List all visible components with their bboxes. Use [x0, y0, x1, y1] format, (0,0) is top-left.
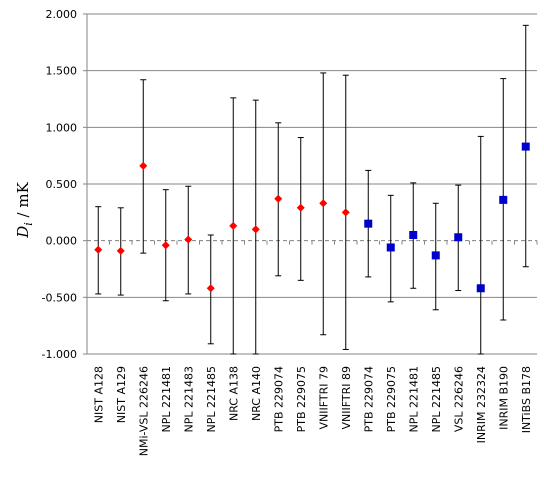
- data-point-square: [431, 251, 440, 260]
- category-label: NPL 221481: [160, 366, 173, 432]
- axes: [83, 13, 538, 355]
- data-point-diamond: [94, 245, 103, 254]
- data-point-square: [499, 195, 508, 204]
- y-tick-label: -1.000: [42, 348, 77, 361]
- y-axis-title-sub: i: [22, 222, 35, 226]
- category-label: VSL 226246: [452, 366, 465, 432]
- category-label: NRC A138: [227, 366, 240, 421]
- category-label: NRC A140: [250, 366, 263, 421]
- category-label: PTB 229074: [272, 366, 285, 432]
- category-label: INTiBS B178: [520, 366, 533, 433]
- category-label: NPL 221481: [407, 366, 420, 432]
- y-tick-label: 1.000: [46, 121, 78, 134]
- category-label: PTB 229075: [385, 366, 398, 432]
- data-point-square: [476, 284, 485, 293]
- data-point-diamond: [251, 225, 260, 234]
- category-label: INRIM B190: [497, 366, 510, 430]
- data-point-diamond: [229, 221, 238, 230]
- data-point-diamond: [161, 241, 170, 250]
- category-label: INRIM 232324: [475, 366, 488, 443]
- data-point-diamond: [319, 199, 328, 208]
- data-point-diamond: [116, 246, 125, 255]
- data-point-square: [521, 142, 530, 151]
- y-tick-label: -0.500: [42, 291, 77, 304]
- y-axis-title-main: D: [14, 226, 32, 239]
- category-label: NMi-VSL 226246: [137, 366, 150, 456]
- data-point-diamond: [206, 284, 215, 293]
- y-tick-label: 0.500: [46, 178, 78, 191]
- category-label: NPL 221485: [430, 366, 443, 432]
- y-tick-label: 2.000: [46, 8, 78, 21]
- category-label: NIST A129: [115, 366, 128, 423]
- category-label: VNIIFTRI 79: [317, 366, 330, 429]
- y-tick-label: 1.500: [46, 65, 78, 78]
- data-point-square: [364, 219, 373, 228]
- y-tick-labels: 2.000 1.500 1.000 0.500 0.000 -0.500 -1.000: [42, 8, 77, 361]
- y-tick-label: 0.000: [46, 235, 78, 248]
- category-label: NIST A128: [92, 366, 105, 423]
- y-axis-title: Di / mK: [14, 181, 35, 238]
- data-point-diamond: [274, 194, 283, 203]
- gridlines: [87, 13, 537, 355]
- category-label: NPL 221485: [205, 366, 218, 432]
- data-point-square: [409, 231, 418, 239]
- data-point-square: [454, 233, 463, 242]
- category-labels: NIST A128 NIST A129 NMi-VSL 226246 NPL 2214…: [92, 366, 533, 456]
- data-point-diamond: [296, 203, 305, 212]
- error-bars: [95, 24, 529, 355]
- data-point-diamond: [341, 208, 350, 217]
- data-point-diamond: [139, 161, 148, 170]
- data-point-square: [386, 243, 395, 252]
- category-label: VNIIFTRI 89: [340, 366, 353, 429]
- category-label: PTB 229074: [362, 366, 375, 432]
- category-label: PTB 229075: [295, 366, 308, 432]
- y-axis-title-unit: / mK: [14, 181, 32, 222]
- category-label: NPL 221483: [182, 366, 195, 432]
- data-point-diamond: [184, 235, 193, 244]
- data-points: [94, 142, 530, 293]
